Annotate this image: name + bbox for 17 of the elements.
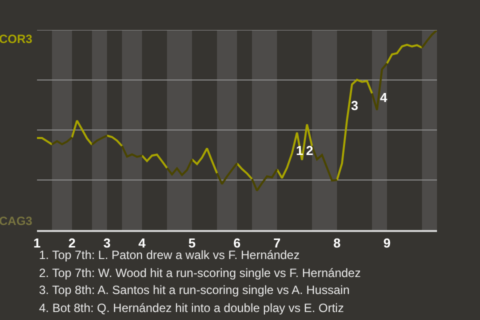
x-tick-label: 5	[188, 236, 196, 251]
annotation: 4	[380, 90, 388, 105]
annotation: 2	[306, 143, 314, 158]
x-tick-label: 7	[273, 236, 281, 251]
text: 3. Top 8th: A. Santos hit a run-scoring single vs A. Hussain	[39, 283, 350, 297]
x-tick-label: 3	[103, 236, 111, 251]
x-tick-label: 8	[333, 236, 341, 251]
annotation: 1	[296, 143, 304, 158]
text: 1. Top 7th: L. Paton drew a walk vs F. Hernández	[39, 248, 300, 262]
x-tick-label: 6	[233, 236, 241, 251]
x-tick-label: 1	[33, 236, 41, 251]
x-tick-label: 9	[383, 236, 391, 251]
text: 4. Bot 8th: Q. Hernández hit into a double play vs E. Ortiz	[39, 301, 344, 315]
annotation: 3	[351, 98, 358, 113]
text: 2. Top 7th: W. Wood hit a run-scoring single vs F. Hernández	[39, 266, 361, 280]
x-tick-label: 4	[138, 236, 146, 251]
x-tick-label: 2	[68, 236, 76, 251]
